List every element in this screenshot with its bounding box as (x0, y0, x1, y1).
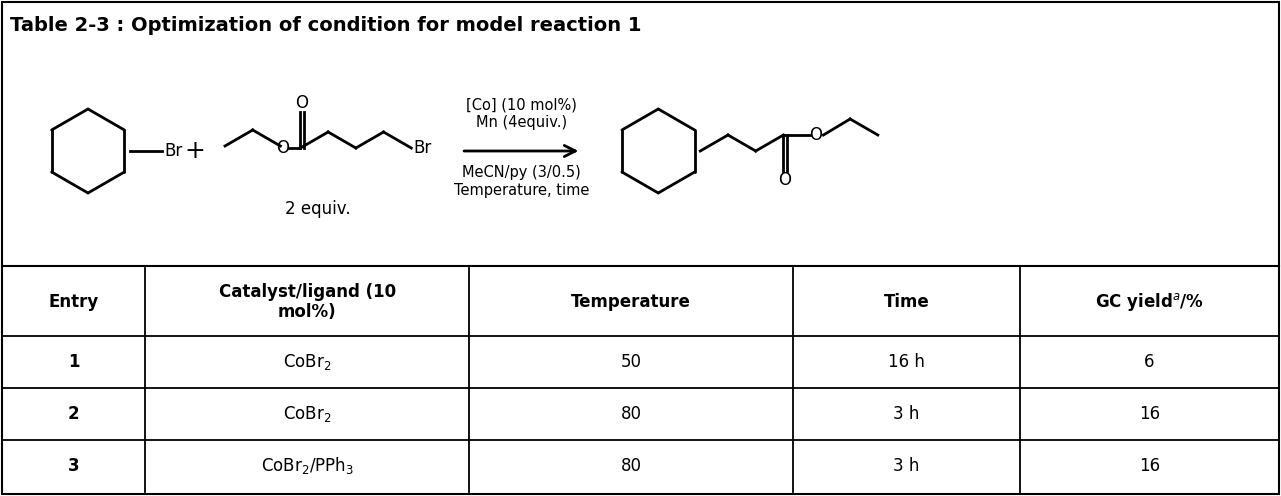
Text: CoBr$_2$/PPh$_3$: CoBr$_2$/PPh$_3$ (261, 455, 354, 477)
Text: Time: Time (884, 293, 929, 311)
Text: 2: 2 (68, 405, 79, 423)
Text: O: O (779, 171, 792, 189)
Text: CoBr$_2$: CoBr$_2$ (283, 404, 332, 424)
Text: 3: 3 (68, 457, 79, 475)
Text: 80: 80 (620, 457, 642, 475)
Text: Catalyst/ligand (10
mol%): Catalyst/ligand (10 mol%) (219, 283, 396, 321)
Text: Entry: Entry (49, 293, 99, 311)
Text: 3 h: 3 h (893, 457, 920, 475)
Text: MeCN/py (3/0.5): MeCN/py (3/0.5) (462, 166, 580, 181)
Text: 16: 16 (1139, 405, 1161, 423)
Text: 1: 1 (68, 353, 79, 371)
Text: Mn (4equiv.): Mn (4equiv.) (475, 116, 566, 130)
Text: 80: 80 (620, 405, 642, 423)
Text: Br: Br (164, 142, 182, 160)
Text: 16: 16 (1139, 457, 1161, 475)
Text: 6: 6 (1144, 353, 1154, 371)
Text: 3 h: 3 h (893, 405, 920, 423)
Text: Br: Br (414, 139, 432, 157)
Text: O: O (275, 139, 290, 157)
Text: 16 h: 16 h (888, 353, 925, 371)
Text: Temperature, time: Temperature, time (453, 184, 589, 198)
Text: Table 2-3 : Optimization of condition for model reaction 1: Table 2-3 : Optimization of condition fo… (10, 16, 642, 35)
Text: 2 equiv.: 2 equiv. (286, 200, 351, 218)
Text: [Co] (10 mol%): [Co] (10 mol%) (466, 98, 576, 113)
Text: O: O (296, 94, 309, 112)
Text: Temperature: Temperature (571, 293, 690, 311)
Text: O: O (808, 126, 822, 144)
Text: CoBr$_2$: CoBr$_2$ (283, 352, 332, 372)
Text: +: + (184, 139, 205, 163)
Text: GC yield$^a$/%: GC yield$^a$/% (1095, 291, 1204, 313)
Text: 50: 50 (620, 353, 642, 371)
